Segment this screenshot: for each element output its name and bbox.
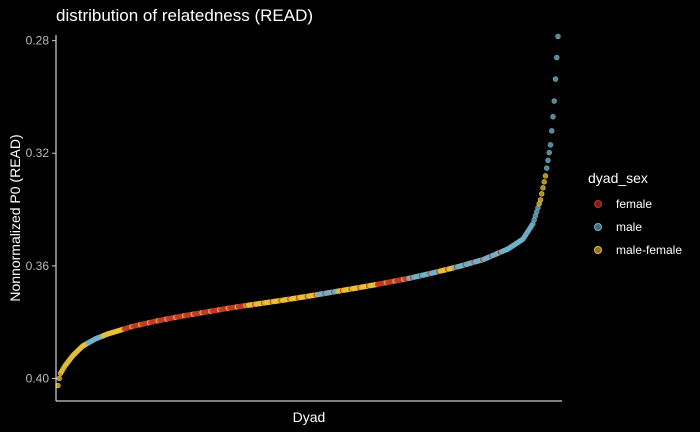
y-tick-label: 0.28	[26, 34, 50, 48]
y-axis-ticks: 0.28 0.32 0.36 0.40	[26, 34, 56, 385]
legend-items: female male male-female	[588, 192, 682, 261]
legend: dyad_sex female male male-female	[588, 170, 682, 261]
y-axis-label: Nonnormalized P0 (READ)	[7, 134, 23, 301]
legend-marker	[594, 245, 602, 254]
data-point	[541, 179, 547, 185]
legend-item: male	[588, 215, 682, 238]
data-point	[544, 165, 550, 171]
data-point	[555, 33, 561, 40]
legend-title: dyad_sex	[588, 170, 648, 186]
data-point	[539, 191, 545, 197]
data-point	[545, 157, 551, 164]
legend-label: female	[616, 196, 653, 211]
data-point	[550, 114, 556, 120]
legend-label: male	[616, 219, 643, 234]
data-point	[537, 197, 544, 203]
legend-label: male-female	[616, 242, 683, 257]
data-point	[542, 173, 549, 179]
legend-marker	[594, 222, 602, 231]
data-point	[549, 128, 555, 134]
data-point	[546, 149, 552, 156]
legend-item: female	[588, 192, 682, 215]
legend-item: male-female	[588, 238, 682, 261]
x-axis-label: Dyad	[293, 409, 326, 425]
legend-marker	[594, 199, 602, 208]
y-tick-label: 0.40	[26, 371, 50, 385]
chart-title: distribution of relatedness (READ)	[56, 6, 314, 25]
data-point	[554, 54, 560, 61]
plot-area	[55, 33, 561, 389]
y-tick-label: 0.36	[26, 259, 50, 273]
data-point	[540, 185, 546, 191]
data-point	[56, 375, 62, 382]
y-tick-label: 0.32	[26, 146, 50, 160]
data-point	[551, 98, 557, 104]
data-point	[552, 76, 559, 82]
data-point	[547, 142, 554, 148]
